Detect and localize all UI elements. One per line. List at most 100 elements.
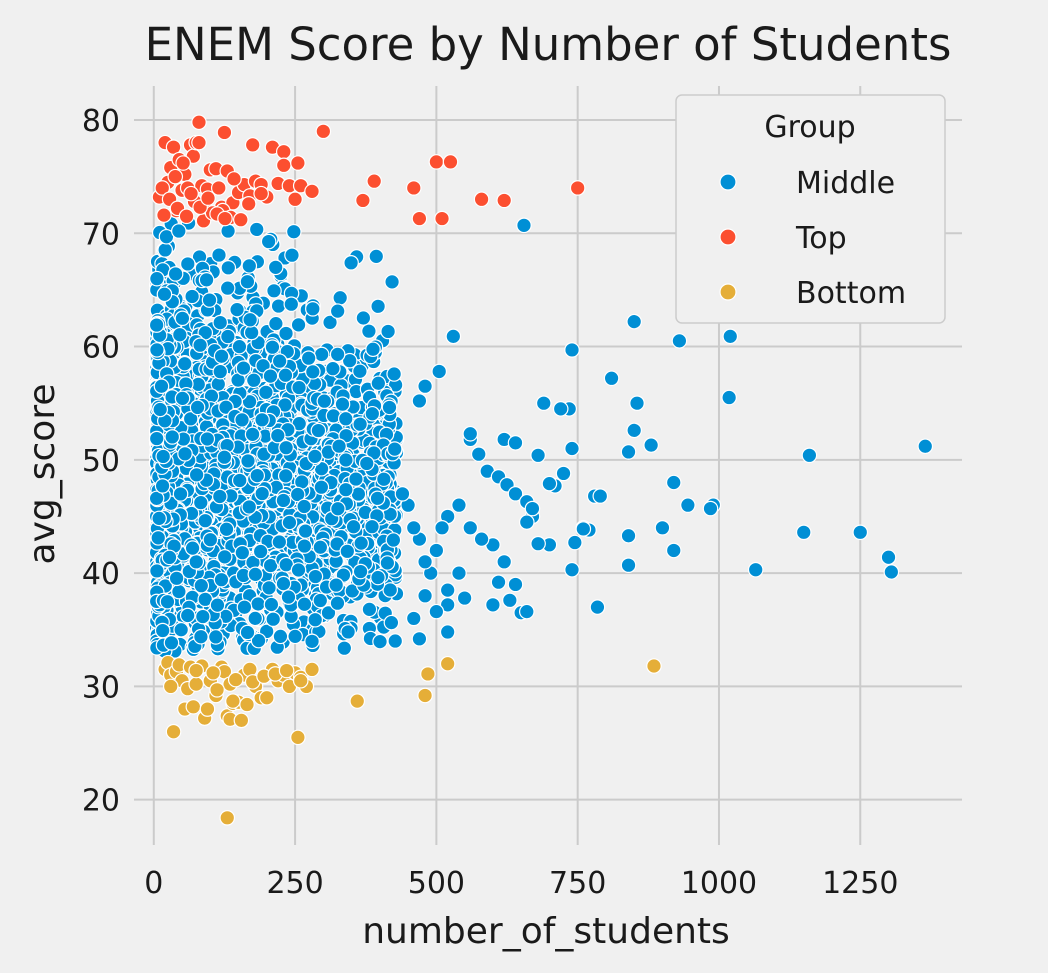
point-middle [702,500,719,517]
point-middle [262,368,279,384]
point-bottom [349,693,366,709]
point-middle [370,375,387,392]
point-middle [376,471,392,488]
point-middle [176,355,193,372]
point-bottom [290,729,306,746]
point-middle [364,518,380,535]
point-middle [284,247,300,263]
point-top [253,185,269,202]
point-middle [263,596,280,613]
point-middle [218,521,235,538]
point-bottom [225,693,241,709]
point-middle [212,314,229,331]
point-bottom [278,662,295,679]
point-middle [242,311,258,328]
point-middle [172,326,188,343]
point-bottom [439,655,456,672]
point-middle [300,350,317,366]
point-bottom [188,662,204,679]
point-middle [212,488,228,505]
point-middle [148,317,165,333]
point-middle [502,592,518,609]
point-middle [331,438,347,455]
point-top [355,192,371,209]
point-middle [330,500,346,517]
point-top [366,173,383,189]
point-middle [722,328,739,345]
point-middle [188,554,205,570]
y-tick-label: 80 [82,104,120,139]
point-middle [394,486,411,502]
point-middle [231,338,248,355]
point-middle [277,468,294,484]
point-middle [530,447,546,464]
point-middle [247,610,264,627]
point-middle [880,549,897,566]
point-bottom [209,682,225,698]
point-middle [336,640,353,656]
point-middle [322,314,338,331]
point-middle [671,333,688,349]
point-bottom [292,672,309,689]
point-top [175,155,191,171]
point-middle [381,399,398,416]
point-middle [801,447,818,464]
point-top [405,180,422,196]
y-tick-label: 40 [82,557,120,592]
point-middle [154,622,171,639]
point-top [569,180,586,196]
point-middle [361,323,377,339]
point-middle [213,571,230,588]
point-top [154,180,171,196]
legend-marker-top [719,228,737,246]
point-middle [307,611,324,628]
point-middle [164,429,181,445]
point-middle [535,395,552,411]
point-middle [157,242,173,258]
point-middle [267,259,284,276]
point-middle [456,590,473,606]
point-middle [345,518,362,535]
point-middle [216,549,233,565]
point-middle [258,384,274,401]
point-middle [310,422,327,439]
point-middle [620,527,637,544]
legend-label-middle: Middle [796,166,895,201]
point-middle [240,453,256,469]
point-middle [564,440,580,457]
point-top [217,210,233,227]
point-middle [268,315,284,332]
point-bottom [417,687,433,704]
point-middle [370,298,386,315]
point-middle [281,514,298,531]
point-top [216,124,233,141]
point-top [183,185,199,202]
point-middle [239,273,256,290]
point-middle [216,449,233,466]
point-middle [213,348,230,365]
point-middle [338,452,354,468]
point-middle [260,233,277,250]
point-middle [603,370,620,387]
point-middle [620,557,637,573]
point-middle [434,520,450,536]
data-points [148,114,934,826]
x-tick-label: 500 [408,866,465,901]
point-middle [320,605,337,621]
point-middle [372,633,388,650]
point-bottom [233,712,250,729]
point-top [167,168,184,185]
point-middle [245,372,262,389]
point-middle [507,576,524,593]
point-middle [337,410,354,427]
point-bottom [185,698,202,715]
point-middle [163,635,180,651]
point-middle [353,535,369,551]
point-middle [192,337,208,353]
point-middle [405,610,422,627]
chart-title: ENEM Score by Number of Students [145,18,952,71]
point-middle [361,601,378,618]
point-middle [721,389,737,406]
point-middle [149,270,165,287]
point-middle [161,549,178,566]
